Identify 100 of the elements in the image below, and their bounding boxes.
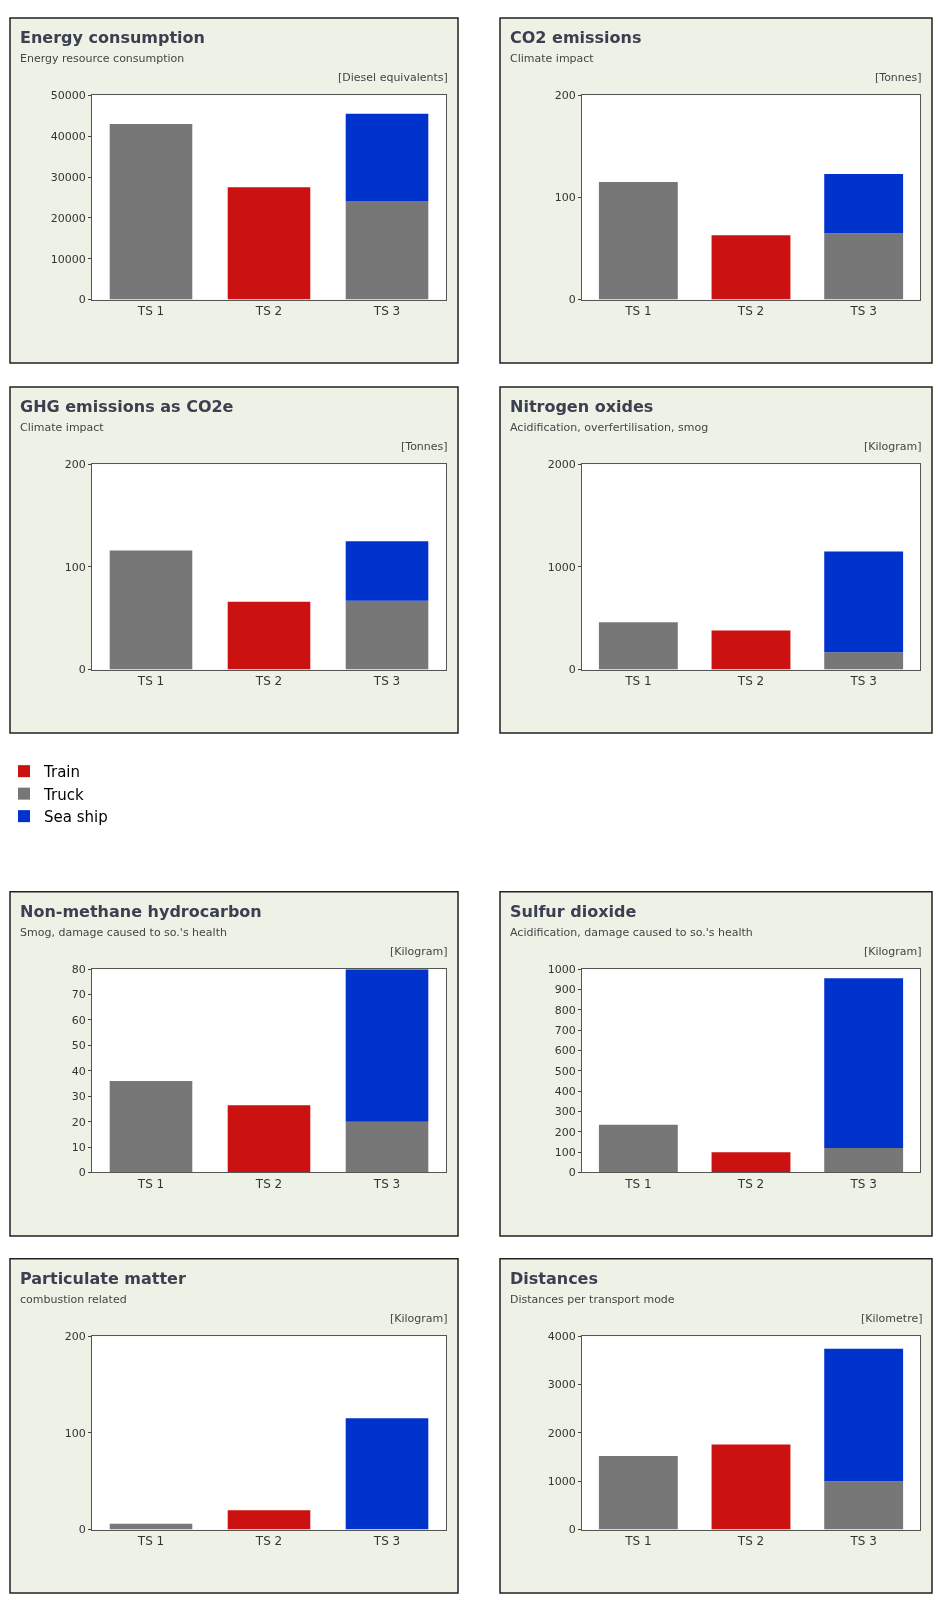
x-tick-label: TS 2 [254, 304, 283, 319]
x-tick-label: TS 2 [254, 1533, 283, 1548]
y-tick-label: 0 [568, 663, 576, 677]
y-tick-label: 3000 [547, 1378, 576, 1392]
x-tick-label: TS 2 [254, 1176, 283, 1191]
bar [109, 123, 193, 300]
chart-title: Energy consumption [20, 28, 205, 47]
y-tick-label: 200 [64, 1330, 86, 1344]
bar [824, 233, 904, 300]
y-tick-label: 40 [71, 1064, 86, 1078]
y-axis-title: [Kilometre] [861, 1312, 923, 1325]
y-tick-label: 80 [71, 963, 86, 976]
x-tick-label: TS 2 [736, 304, 765, 319]
legend-label: Truck [43, 785, 84, 804]
y-tick-label: 100 [64, 1426, 86, 1440]
y-tick-label: 2000 [547, 458, 576, 472]
x-tick-label: TS 3 [372, 1176, 401, 1191]
bar [227, 1105, 311, 1173]
bar [598, 622, 678, 670]
y-tick-label: 0 [568, 293, 576, 307]
legend-label: Train [43, 763, 80, 781]
y-tick-label: 0 [568, 1523, 576, 1537]
y-tick-label: 100 [554, 1146, 576, 1160]
y-tick-label: 0 [568, 1166, 576, 1180]
x-tick-label: TS 2 [736, 673, 765, 688]
chart-subtitle: Acidification, damage caused to so.'s health [510, 926, 753, 939]
y-tick-label: 700 [554, 1024, 576, 1037]
bar [711, 630, 791, 670]
y-tick-label: 10000 [50, 252, 86, 266]
chart-subtitle: Smog, damage caused to so.'s health [20, 926, 227, 939]
chart-subtitle: combustion related [20, 1293, 127, 1306]
y-tick-label: 100 [554, 191, 576, 205]
y-tick-label: 0 [78, 293, 86, 307]
chart-subtitle: Energy resource consumption [20, 52, 185, 65]
y-axis-title: [Tonnes] [401, 440, 448, 453]
chart-title: GHG emissions as CO2e [20, 397, 234, 416]
x-tick-label: TS 1 [136, 1176, 165, 1191]
y-axis-title: [Tonnes] [875, 71, 922, 84]
legend-label: Sea ship [44, 808, 108, 826]
y-tick-label: 300 [554, 1105, 576, 1119]
bar [345, 541, 429, 601]
x-tick-label: TS 3 [849, 1533, 877, 1548]
y-tick-label: 20 [71, 1115, 86, 1129]
chart-subtitle: Climate impact [510, 52, 595, 65]
chart-title: CO2 emissions [510, 28, 642, 47]
chart-subtitle: Acidification, overfertilisation, smog [510, 421, 709, 434]
bar [824, 1481, 904, 1530]
bar [824, 1148, 904, 1173]
chart-subtitle: Distances per transport mode [510, 1293, 675, 1306]
y-tick-label: 200 [64, 458, 86, 472]
x-tick-label: TS 2 [254, 673, 283, 688]
chart-title: Nitrogen oxides [510, 397, 654, 416]
y-tick-label: 10 [71, 1140, 86, 1154]
x-tick-label: TS 1 [136, 304, 165, 319]
y-axis-title: [Diesel equivalents] [338, 71, 448, 84]
y-axis-title: [Kilogram] [390, 1312, 448, 1325]
bar [345, 201, 429, 300]
x-tick-label: TS 1 [136, 673, 165, 688]
x-tick-label: TS 3 [372, 673, 401, 688]
y-tick-label: 70 [71, 988, 86, 1002]
y-tick-label: 200 [554, 1125, 576, 1139]
bar [227, 601, 311, 670]
bar [227, 187, 311, 300]
x-tick-label: TS 1 [136, 1533, 165, 1548]
bar [345, 600, 429, 670]
bar [824, 551, 904, 653]
y-tick-label: 1000 [547, 963, 576, 976]
bar [345, 113, 429, 202]
y-tick-label: 1000 [547, 560, 576, 574]
chart-title: Distances [510, 1269, 598, 1288]
bar [598, 182, 678, 300]
y-tick-label: 600 [554, 1044, 576, 1058]
y-tick-label: 500 [554, 1064, 576, 1078]
y-tick-label: 40000 [50, 129, 86, 143]
y-tick-label: 60 [71, 1013, 86, 1027]
y-tick-label: 30000 [50, 170, 86, 184]
x-tick-label: TS 1 [624, 1176, 652, 1191]
bar [824, 1348, 904, 1482]
y-tick-label: 50000 [50, 89, 86, 103]
x-tick-label: TS 1 [624, 673, 652, 688]
y-tick-label: 0 [78, 663, 86, 677]
chart-title: Sulfur dioxide [510, 902, 637, 921]
chart-subtitle: Climate impact [20, 421, 105, 434]
y-tick-label: 0 [78, 1523, 86, 1537]
x-tick-label: TS 1 [624, 304, 652, 319]
chart-title: Non-methane hydrocarbon [20, 902, 262, 921]
bar [109, 1080, 193, 1173]
y-tick-label: 1000 [547, 1475, 576, 1489]
bar [711, 235, 791, 300]
bar [109, 550, 193, 670]
x-tick-label: TS 2 [736, 1533, 765, 1548]
x-tick-label: TS 3 [849, 304, 877, 319]
x-tick-label: TS 3 [372, 1533, 401, 1548]
bar [824, 173, 904, 234]
y-axis-title: [Kilogram] [390, 945, 448, 958]
y-tick-label: 800 [554, 1003, 576, 1017]
bar [345, 1121, 429, 1173]
y-tick-label: 100 [64, 560, 86, 574]
y-tick-label: 400 [554, 1085, 576, 1099]
x-tick-label: TS 1 [624, 1533, 652, 1548]
